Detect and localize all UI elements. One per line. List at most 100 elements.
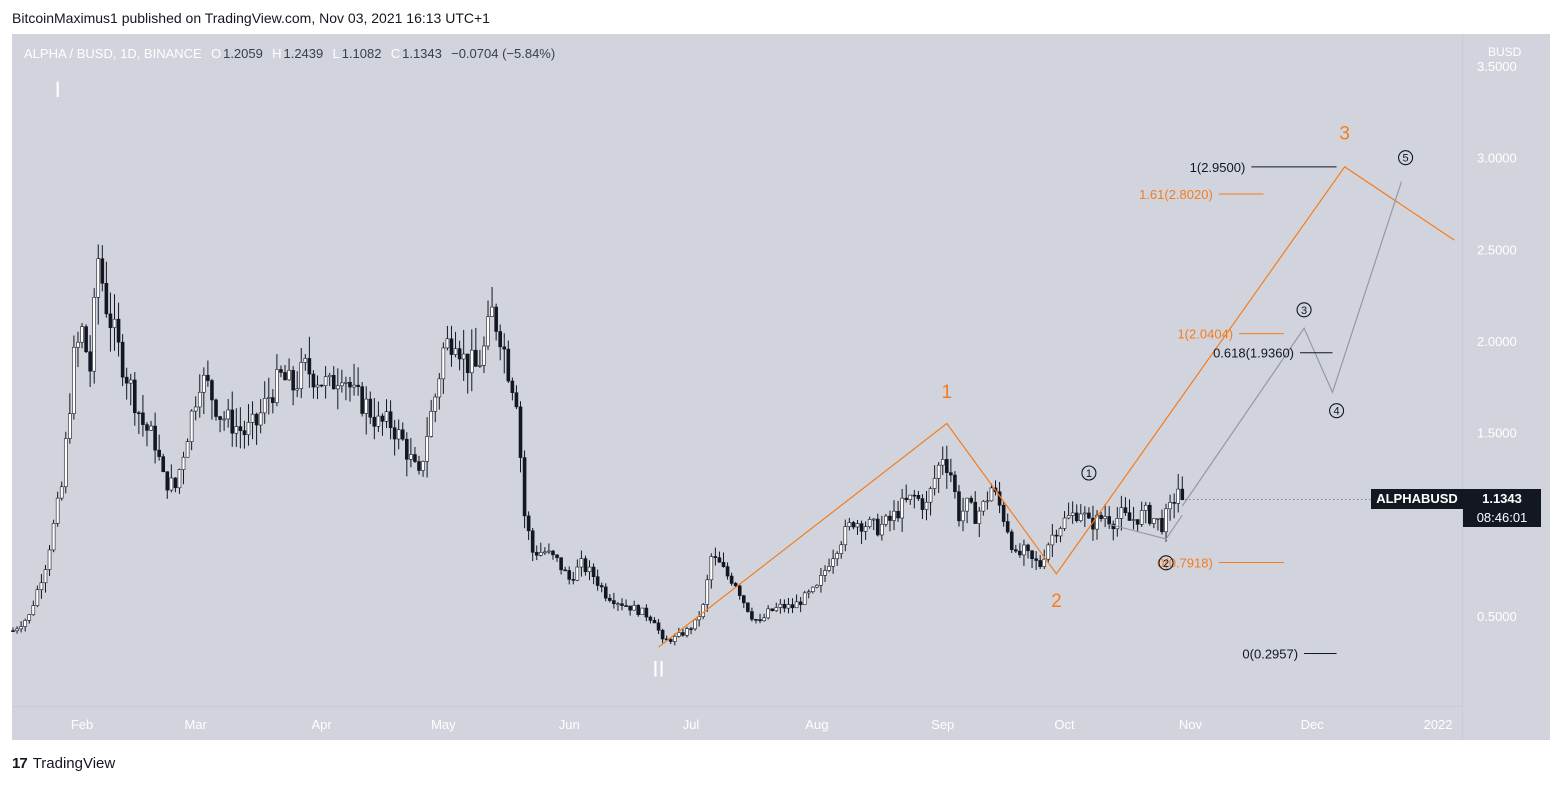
candle-body (733, 583, 738, 587)
candle-body (685, 628, 689, 636)
candle-body (169, 477, 174, 491)
candle-body (327, 374, 332, 378)
candle-body (701, 604, 706, 617)
candle-body (173, 477, 178, 489)
candle-body (567, 570, 572, 580)
candle-body (218, 416, 222, 420)
candle-body (1115, 517, 1120, 530)
candle-body (315, 384, 320, 388)
x-tick-label: Dec (1301, 717, 1325, 732)
candle-body (47, 549, 52, 570)
candle-body (137, 412, 141, 415)
candle-body (863, 526, 868, 532)
candle-body (1066, 515, 1071, 519)
candle-body (1099, 514, 1103, 519)
currency-label: BUSD (1488, 45, 1522, 59)
price-axis[interactable] (1463, 34, 1549, 739)
candle-body (616, 603, 620, 606)
candle-body (271, 397, 275, 404)
candle-body (1107, 516, 1111, 525)
candle-body (904, 497, 909, 500)
candle-body (949, 472, 953, 476)
candle-body (331, 374, 336, 390)
candle-body (811, 586, 815, 593)
candle-body (181, 456, 186, 470)
candle-body (924, 501, 929, 510)
candle-body (847, 522, 852, 527)
candle-body (1042, 558, 1047, 567)
candle-body (116, 318, 121, 343)
time-axis[interactable] (12, 707, 1462, 740)
candle-body (238, 426, 243, 431)
candle-body (697, 616, 701, 621)
candle-body (725, 566, 730, 577)
legend-low-value: 1.1082 (341, 46, 382, 61)
candle-body (774, 607, 779, 611)
y-tick-label: 2.0000 (1477, 334, 1517, 349)
candle-body (348, 381, 352, 388)
candle-body (242, 430, 247, 436)
candle-body (884, 515, 888, 525)
candle-body (189, 410, 194, 442)
candle-body (624, 605, 628, 607)
candle-body (1046, 544, 1051, 560)
candle-body (981, 501, 986, 512)
wave-label: I (55, 77, 61, 102)
plot-area[interactable] (12, 34, 1462, 706)
candle-body (368, 398, 373, 418)
candle-body (1127, 512, 1132, 521)
candle-body (360, 386, 364, 414)
candle-body (957, 491, 961, 522)
subwave-label: 3 (1301, 305, 1307, 317)
candle-body (985, 500, 990, 503)
candle-body (35, 589, 40, 606)
grey-subwave-dip (1109, 514, 1183, 540)
candle-body (120, 341, 125, 378)
candle-body (112, 318, 117, 328)
candle-body (766, 608, 770, 619)
candle-body (660, 629, 665, 640)
candle-body (133, 379, 137, 414)
subwave-circle-icon (1081, 465, 1097, 481)
candle-body (1148, 504, 1152, 524)
subwave-label: 4 (1333, 406, 1339, 418)
candle-body (762, 617, 766, 622)
candle-body (72, 346, 76, 414)
candle-body (640, 607, 645, 616)
subwave-circle-icon (1329, 403, 1345, 419)
subwave-label: 1 (1086, 468, 1092, 480)
candle-body (965, 497, 969, 512)
legend-symbol[interactable]: ALPHA / BUSD, 1D, BINANCE (24, 46, 202, 61)
candle-body (741, 595, 746, 604)
symbol-legend: ALPHA / BUSD, 1D, BINANCE O 1.2059 H 1.243… (24, 46, 557, 61)
candle-body (319, 384, 324, 387)
fib-level-label: 1(2.9500) (1190, 160, 1246, 175)
x-tick-label: Mar (185, 717, 208, 732)
candle-body (161, 456, 166, 472)
candle-body (786, 604, 791, 609)
x-tick-label: 2022 (1424, 717, 1453, 732)
candle-body (746, 602, 750, 612)
time-axis-separator (12, 706, 1462, 707)
candle-body (433, 396, 438, 412)
candle-body (185, 441, 190, 458)
candle-body (989, 487, 994, 502)
candle-body (790, 604, 795, 609)
candle-body (571, 579, 576, 581)
candle-body (104, 283, 109, 315)
candle-body (823, 570, 827, 576)
candle-body (39, 582, 44, 590)
candle-body (323, 376, 328, 387)
footer-brand-text: TradingView (32, 755, 116, 772)
candle-body (380, 415, 385, 422)
candle-body (839, 544, 844, 554)
candle-body (587, 566, 592, 573)
candle-body (84, 326, 88, 353)
candle-body (287, 370, 291, 381)
candle-body (652, 620, 657, 624)
footer-brand[interactable]: 17 TradingView (12, 755, 115, 772)
candle-body (193, 406, 198, 412)
candle-body (1180, 488, 1185, 501)
candle-body (141, 412, 145, 425)
